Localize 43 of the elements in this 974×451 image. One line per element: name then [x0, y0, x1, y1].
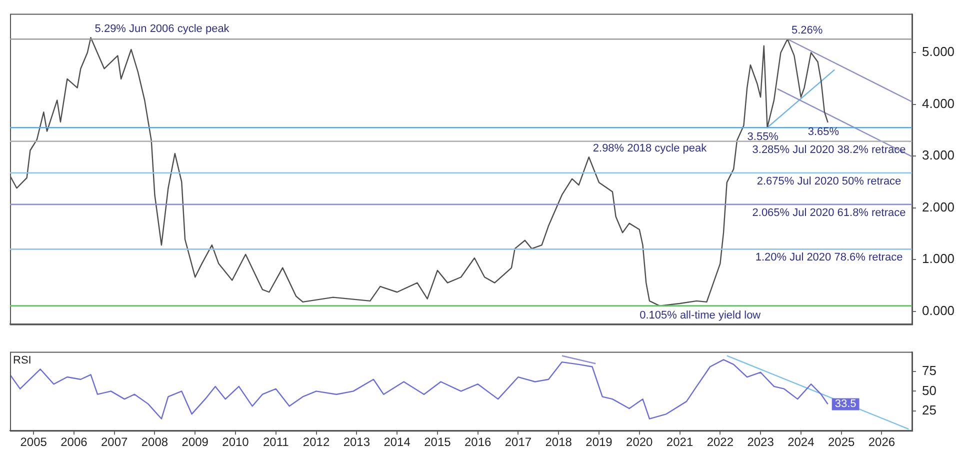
x-tick-label: 2009 — [182, 435, 209, 450]
x-tick-label: 2017 — [504, 435, 532, 450]
ref-line-label: 1.20% Jul 2020 78.6% retrace — [755, 252, 903, 264]
x-tick-label: 2018 — [545, 435, 572, 450]
x-tick-label: 2025 — [828, 435, 855, 450]
y-tick-label: 75 — [922, 363, 936, 378]
x-tick-label: 2008 — [141, 435, 168, 450]
annotation: 0.105% all-time yield low — [640, 309, 761, 322]
annotation: 5.29% Jun 2006 cycle peak — [94, 23, 230, 36]
x-tick-label: 2016 — [464, 435, 492, 450]
annotation: 2.98% 2018 cycle peak — [592, 142, 708, 155]
x-tick-label: 2011 — [262, 435, 290, 450]
x-tick-label: 2013 — [343, 435, 370, 450]
y-tick-label: 0.000 — [922, 302, 955, 318]
ref-line-label: 2.675% Jul 2020 50% retrace — [756, 175, 902, 188]
x-tick-label: 2019 — [586, 435, 613, 450]
ref-line-label: 2.065% Jul 2020 61.8% retrace — [752, 206, 906, 219]
annotation: 3.65% — [808, 126, 840, 138]
x-tick-label: 2005 — [20, 435, 48, 450]
x-tick-label: 2020 — [626, 435, 654, 450]
y-tick-label: 2.000 — [922, 199, 955, 214]
x-tick-label: 2024 — [788, 435, 815, 450]
x-tick-label: 2006 — [60, 435, 88, 450]
x-tick-label: 2021 — [666, 435, 694, 450]
y-tick-label: 50 — [922, 382, 936, 398]
y-tick-label: 3.000 — [922, 148, 955, 163]
annotation: RSI — [13, 354, 32, 366]
y-tick-label: 5.000 — [922, 44, 955, 60]
x-tick-label: 2015 — [424, 435, 452, 450]
x-tick-label: 2014 — [384, 435, 411, 450]
annotation: 5.26% — [791, 24, 823, 37]
x-tick-label: 2022 — [706, 435, 734, 450]
x-tick-label: 2026 — [868, 435, 896, 450]
y-tick-label: 1.000 — [922, 251, 955, 266]
ref-line-label: 3.285% Jul 2020 38.2% retrace — [752, 144, 906, 156]
x-tick-label: 2023 — [747, 435, 774, 450]
x-tick-label: 2007 — [100, 435, 128, 450]
y-tick-label: 4.000 — [922, 96, 955, 111]
data-label: 33.5 — [834, 398, 856, 410]
x-tick-label: 2010 — [222, 435, 250, 450]
annotation: 3.55% — [747, 131, 779, 144]
y-tick-label: 25 — [922, 402, 936, 418]
x-tick-label: 2012 — [302, 435, 330, 450]
